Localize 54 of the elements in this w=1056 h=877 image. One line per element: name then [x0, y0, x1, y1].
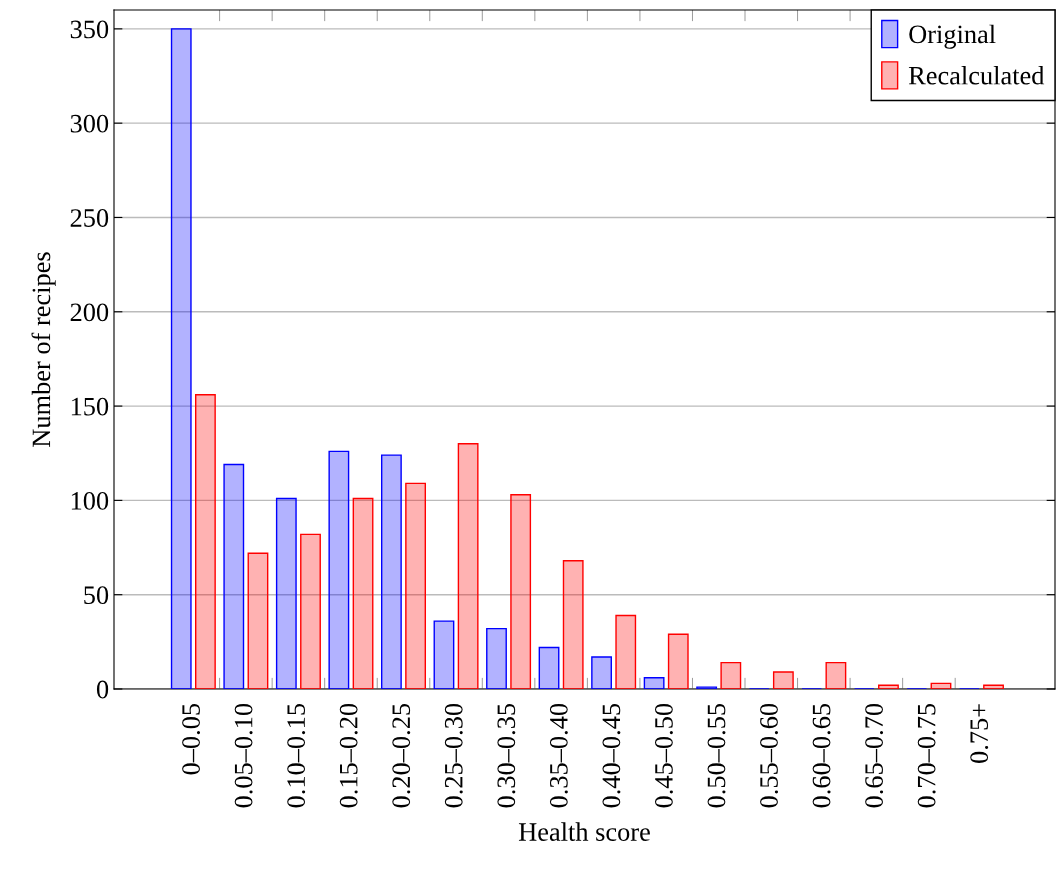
bar — [352, 497, 374, 689]
bar — [825, 661, 847, 689]
x-tick-label: 0.40–0.45 — [602, 703, 621, 808]
y-tick-label: 250 — [70, 209, 109, 227]
y-tick-label: 50 — [84, 586, 109, 605]
x-tick-label: 0.55–0.60 — [760, 703, 778, 808]
bar — [667, 633, 689, 689]
x-tick-label: 0–0.05 — [182, 703, 201, 775]
bar — [380, 454, 402, 689]
y-tick-label: 100 — [71, 492, 109, 510]
bar — [300, 533, 321, 689]
x-tick-label: 0.70–0.75 — [917, 703, 936, 808]
bar — [433, 620, 455, 689]
x-tick-label: 0.05–0.10 — [234, 703, 253, 808]
x-axis-title: Health score — [518, 822, 650, 841]
y-tick-label: 300 — [70, 114, 109, 133]
y-tick-label: 350 — [70, 20, 109, 39]
bar — [510, 494, 532, 689]
bar — [170, 28, 192, 689]
bar — [930, 682, 952, 689]
y-tick-label: 0 — [96, 680, 109, 699]
legend-label: Original — [909, 24, 996, 49]
bar — [878, 684, 899, 689]
x-tick-label: 0.75+ — [970, 704, 989, 763]
x-tick-label: 0.30–0.35 — [497, 703, 516, 808]
legend-label: Recalculated — [908, 65, 1045, 85]
bar — [486, 627, 507, 689]
bar — [983, 684, 1004, 689]
x-tick-label: 0.15–0.20 — [339, 703, 358, 808]
bar — [405, 482, 426, 689]
bar — [562, 560, 584, 689]
x-tick-label: 0.50–0.55 — [707, 703, 726, 808]
x-tick-label: 0.60–0.65 — [812, 703, 831, 808]
y-tick-label: 150 — [71, 397, 109, 416]
bar — [591, 656, 612, 689]
y-tick-label: 200 — [70, 303, 109, 322]
bar — [223, 463, 245, 689]
bar — [275, 497, 297, 689]
bar — [643, 676, 665, 689]
x-tick-label: 0.10–0.15 — [287, 703, 306, 808]
bar — [247, 552, 269, 689]
x-tick-label: 0.25–0.30 — [444, 703, 463, 808]
x-tick-label: 0.20–0.25 — [392, 703, 411, 808]
x-tick-label: 0.45–0.50 — [655, 703, 673, 808]
bar — [538, 646, 560, 689]
x-tick-label: 0.65–0.70 — [865, 703, 884, 808]
x-tick-label: 0.35–0.40 — [549, 703, 568, 808]
bar — [615, 614, 637, 689]
bar — [195, 394, 216, 689]
bar — [328, 450, 350, 689]
bar — [772, 671, 794, 689]
y-axis-title: Number of recipes — [31, 252, 56, 447]
bar — [457, 443, 479, 689]
bar — [720, 661, 742, 689]
